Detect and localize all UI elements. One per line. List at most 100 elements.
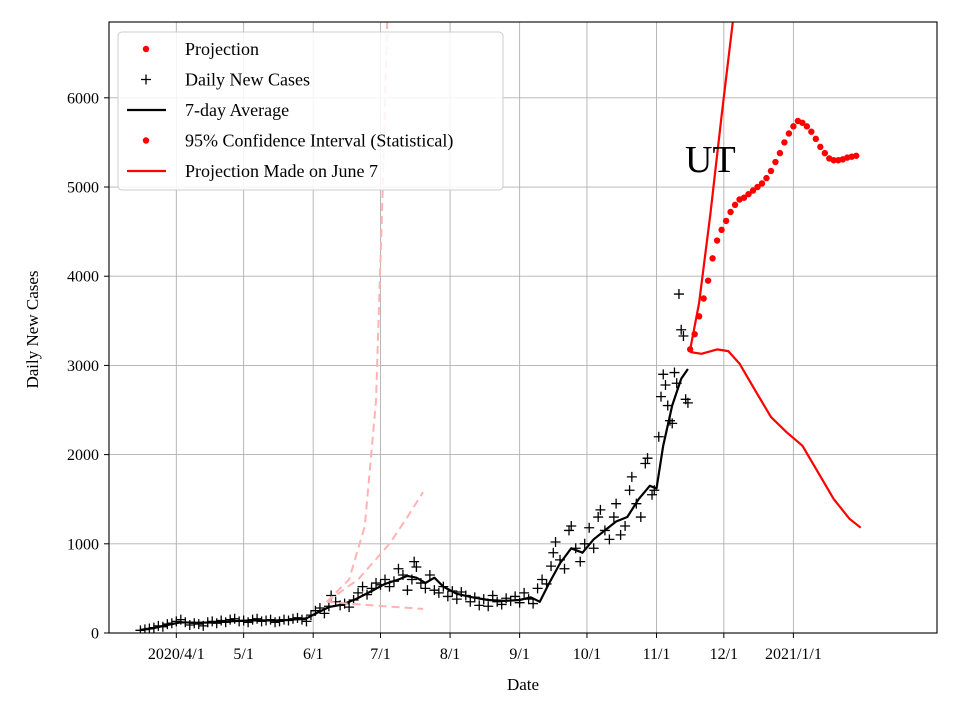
projection-point xyxy=(709,255,716,262)
y-tick-label: 5000 xyxy=(67,180,99,197)
projection-point xyxy=(821,149,829,157)
legend-label: 7-day Average xyxy=(185,100,289,120)
x-tick-label: 11/1 xyxy=(643,646,671,663)
legend-marker-dot xyxy=(142,137,150,144)
daily-case-point xyxy=(669,367,680,378)
projection-point xyxy=(700,295,707,302)
x-tick-label: 8/1 xyxy=(440,646,460,663)
daily-case-point xyxy=(656,391,666,402)
daily-case-point xyxy=(171,616,182,627)
daily-case-point xyxy=(424,570,435,581)
daily-case-point xyxy=(566,520,577,531)
june7-projection-line xyxy=(326,600,424,610)
projection-point xyxy=(763,174,770,182)
daily-case-point xyxy=(642,453,653,464)
projection-point xyxy=(781,139,788,146)
daily-case-point xyxy=(635,512,646,523)
june7-projection-line xyxy=(325,22,389,603)
legend-marker-plus xyxy=(141,74,151,85)
daily-case-point xyxy=(626,471,637,482)
daily-case-point xyxy=(442,591,453,602)
daily-case-point xyxy=(615,529,626,540)
annotation-layer: UT xyxy=(685,139,736,181)
seven-day-average-line xyxy=(140,368,689,631)
legend-label: 95% Confidence Interval (Statistical) xyxy=(185,131,453,152)
x-axis-title: Date xyxy=(507,675,539,694)
daily-case-point xyxy=(579,538,590,549)
data-layer xyxy=(135,22,862,633)
daily-case-point xyxy=(595,504,606,515)
daily-case-point xyxy=(658,369,669,380)
legend-label: Projection Made on June 7 xyxy=(185,161,378,181)
projection-point xyxy=(749,187,757,194)
legend-marker-dot xyxy=(142,45,150,53)
daily-case-point xyxy=(611,498,622,509)
projection-point xyxy=(772,158,779,166)
daily-case-point xyxy=(411,561,422,572)
daily-case-point xyxy=(393,563,404,574)
legend-label: Projection xyxy=(185,39,259,59)
daily-case-point xyxy=(682,397,693,408)
x-tick-label: 12/1 xyxy=(710,646,738,663)
daily-case-point xyxy=(584,522,595,533)
y-tick-label: 1000 xyxy=(67,536,99,553)
projection-point xyxy=(731,201,739,209)
x-tick-label: 9/1 xyxy=(509,646,529,663)
x-tick-label: 5/1 xyxy=(233,646,253,663)
x-tick-label: 6/1 xyxy=(303,646,323,663)
axes-layer: 2020/4/1 5/1 6/1 7/1 8/1 9/1 10/1 11/1 12/1 2021/… xyxy=(23,21,938,694)
plot-frame xyxy=(108,21,938,634)
projection-point xyxy=(704,277,712,284)
confidence-interval-line xyxy=(690,348,862,529)
y-axis-title: Daily New Cases xyxy=(23,270,42,388)
chart-annotation: UT xyxy=(685,139,736,181)
daily-case-point xyxy=(487,590,498,601)
daily-case-point xyxy=(225,614,236,625)
projection-point xyxy=(722,217,730,225)
daily-case-point xyxy=(559,563,570,574)
daily-case-point xyxy=(409,556,420,567)
x-tick-label: 10/1 xyxy=(573,646,601,663)
daily-case-point xyxy=(564,525,574,536)
daily-case-point xyxy=(357,581,368,592)
projection-point xyxy=(790,123,797,130)
daily-case-point xyxy=(546,561,557,572)
projection-point xyxy=(718,226,725,234)
daily-case-point xyxy=(640,458,651,469)
projection-point xyxy=(808,128,815,135)
daily-case-point xyxy=(678,330,689,341)
daily-case-point xyxy=(420,583,431,594)
legend-label: Daily New Cases xyxy=(185,70,310,90)
projection-point xyxy=(803,123,811,130)
june7-projection-line xyxy=(326,491,424,603)
daily-case-point xyxy=(344,602,355,613)
projection-point xyxy=(767,167,775,175)
daily-case-point xyxy=(624,485,635,496)
daily-case-point xyxy=(402,585,413,596)
legend: Projection Daily New Cases 7-day Average 95… xyxy=(117,31,504,191)
x-tick-label: 7/1 xyxy=(370,646,390,663)
daily-case-point xyxy=(548,547,559,558)
daily-case-point xyxy=(465,596,476,607)
daily-case-point xyxy=(371,578,382,589)
daily-case-point xyxy=(483,601,494,612)
daily-case-point xyxy=(676,324,687,335)
daily-case-point xyxy=(604,534,615,545)
daily-case-point xyxy=(433,587,444,598)
projection-point xyxy=(785,130,793,137)
daily-case-point xyxy=(575,556,586,567)
daily-case-point xyxy=(620,520,631,531)
x-tick-label: 2020/4/1 xyxy=(148,646,205,663)
daily-case-point xyxy=(537,574,548,585)
projection-point xyxy=(776,149,784,157)
daily-case-point xyxy=(451,594,462,605)
projection-point xyxy=(727,208,734,216)
projection-point xyxy=(799,119,806,126)
daily-case-point xyxy=(193,619,204,630)
daily-case-point xyxy=(647,489,658,500)
y-tick-label: 0 xyxy=(91,626,99,643)
daily-case-point xyxy=(532,583,543,594)
daily-case-point xyxy=(429,585,440,596)
